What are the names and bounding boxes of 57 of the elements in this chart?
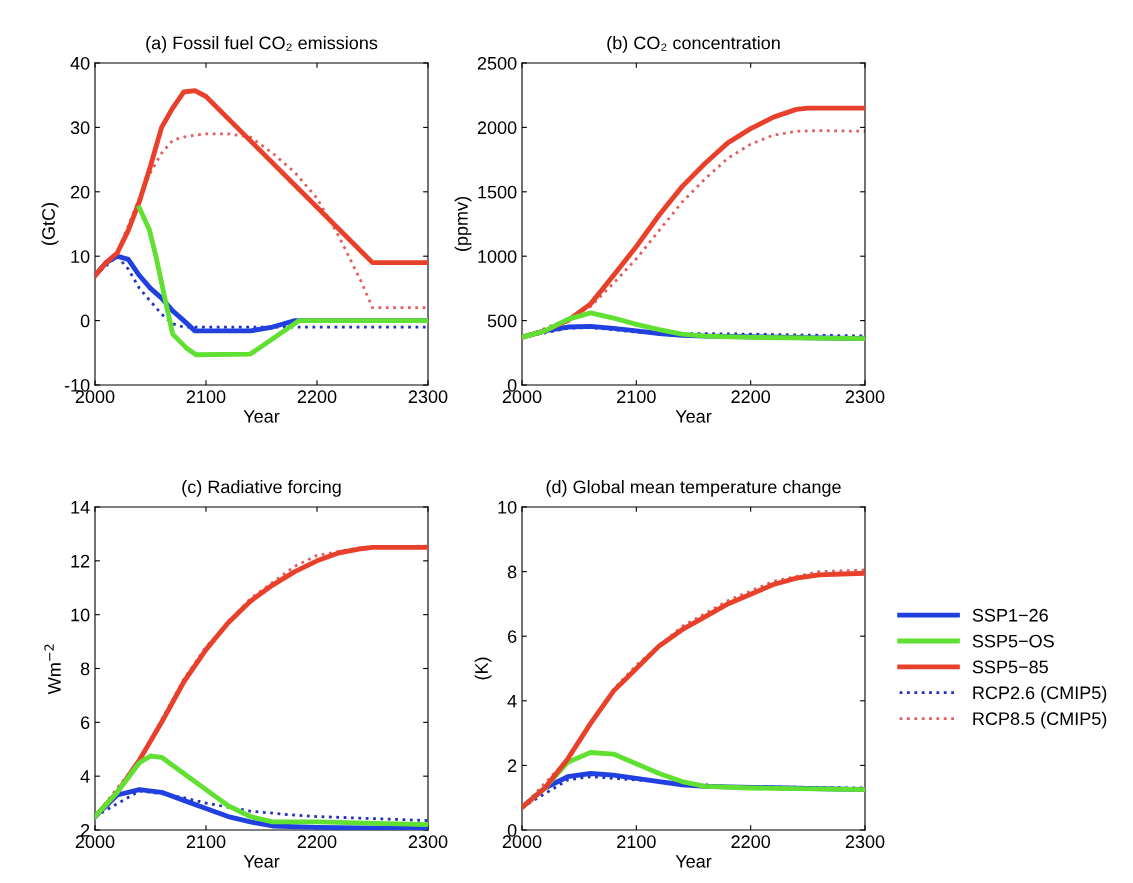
x-axis-title: Year <box>243 855 280 868</box>
x-tick-label: 2100 <box>617 835 656 849</box>
y-tick-label: 10 <box>71 250 90 263</box>
y-tick-label: 12 <box>71 554 90 568</box>
y-tick-label: 0 <box>507 378 517 392</box>
x-tick-label: 2200 <box>297 390 337 404</box>
x-axis-title: Year <box>675 855 712 868</box>
x-tick-label: 2100 <box>186 390 226 404</box>
y-tick-label: 0 <box>80 314 90 328</box>
y-axis-title: Wm$^{−2}$ <box>44 644 61 695</box>
line-series <box>522 310 865 342</box>
y-axis-title: (GtC) <box>41 203 59 245</box>
x-tick-label: 2200 <box>297 835 337 849</box>
y-tick-label: 2 <box>81 823 90 837</box>
x-axis-title: Year <box>675 410 712 423</box>
y-tick-label: 14 <box>71 501 90 514</box>
y-tick-label: 20 <box>70 185 90 199</box>
y-axis-title: (K) <box>474 657 492 680</box>
x-tick-label: 2100 <box>617 390 656 404</box>
y-tick-label: 500 <box>487 314 517 328</box>
chart-title: (a) Fossil fuel CO₂ emissions <box>146 36 378 53</box>
y-tick-label: 1000 <box>478 250 517 263</box>
legend-label: RCP2.6 (CMIP5) <box>973 685 1107 703</box>
y-axis-title: (ppmv) <box>454 197 472 251</box>
y-tick-label: 8 <box>507 565 517 579</box>
y-tick-label: 4 <box>80 770 90 783</box>
y-tick-label: 6 <box>508 630 517 643</box>
line-series <box>95 88 428 278</box>
x-tick-label: 2200 <box>731 835 771 849</box>
chart-title: (d) Global mean temperature change <box>546 480 841 497</box>
y-tick-label: 0 <box>507 823 517 837</box>
x-tick-label: 2100 <box>186 835 226 849</box>
line-series <box>136 205 428 358</box>
chart-title: (c) Radiative forcing <box>182 480 341 497</box>
y-tick-label: 4 <box>507 694 517 708</box>
y-tick-label: 2500 <box>477 56 517 70</box>
y-tick-label: 2 <box>508 759 517 772</box>
y-tick-label: 10 <box>71 608 90 622</box>
x-axis-title: Year <box>243 410 280 423</box>
y-tick-label: -10 <box>64 378 90 392</box>
legend-label: SSP5−OS <box>972 634 1054 648</box>
y-tick-label: 1500 <box>478 185 517 199</box>
y-tick-label: 40 <box>70 56 90 70</box>
y-tick-label: 2000 <box>477 121 517 135</box>
legend-label: RCP8.5 (CMIP5) <box>973 711 1107 729</box>
legend-label: SSP5−85 <box>972 660 1048 674</box>
y-tick-label: 30 <box>70 121 90 135</box>
x-tick-label: 2200 <box>731 390 771 404</box>
x-tick-label: 2300 <box>408 390 448 404</box>
x-tick-label: 2300 <box>845 835 885 849</box>
legend-label: SSP1−26 <box>972 608 1048 622</box>
y-tick-label: 6 <box>81 716 90 730</box>
x-tick-label: 2300 <box>845 390 885 404</box>
y-tick-label: 8 <box>80 662 90 676</box>
chart-title: (b) CO₂ concentration <box>607 36 780 53</box>
x-tick-label: 2300 <box>408 835 448 849</box>
y-tick-label: 10 <box>498 500 517 514</box>
